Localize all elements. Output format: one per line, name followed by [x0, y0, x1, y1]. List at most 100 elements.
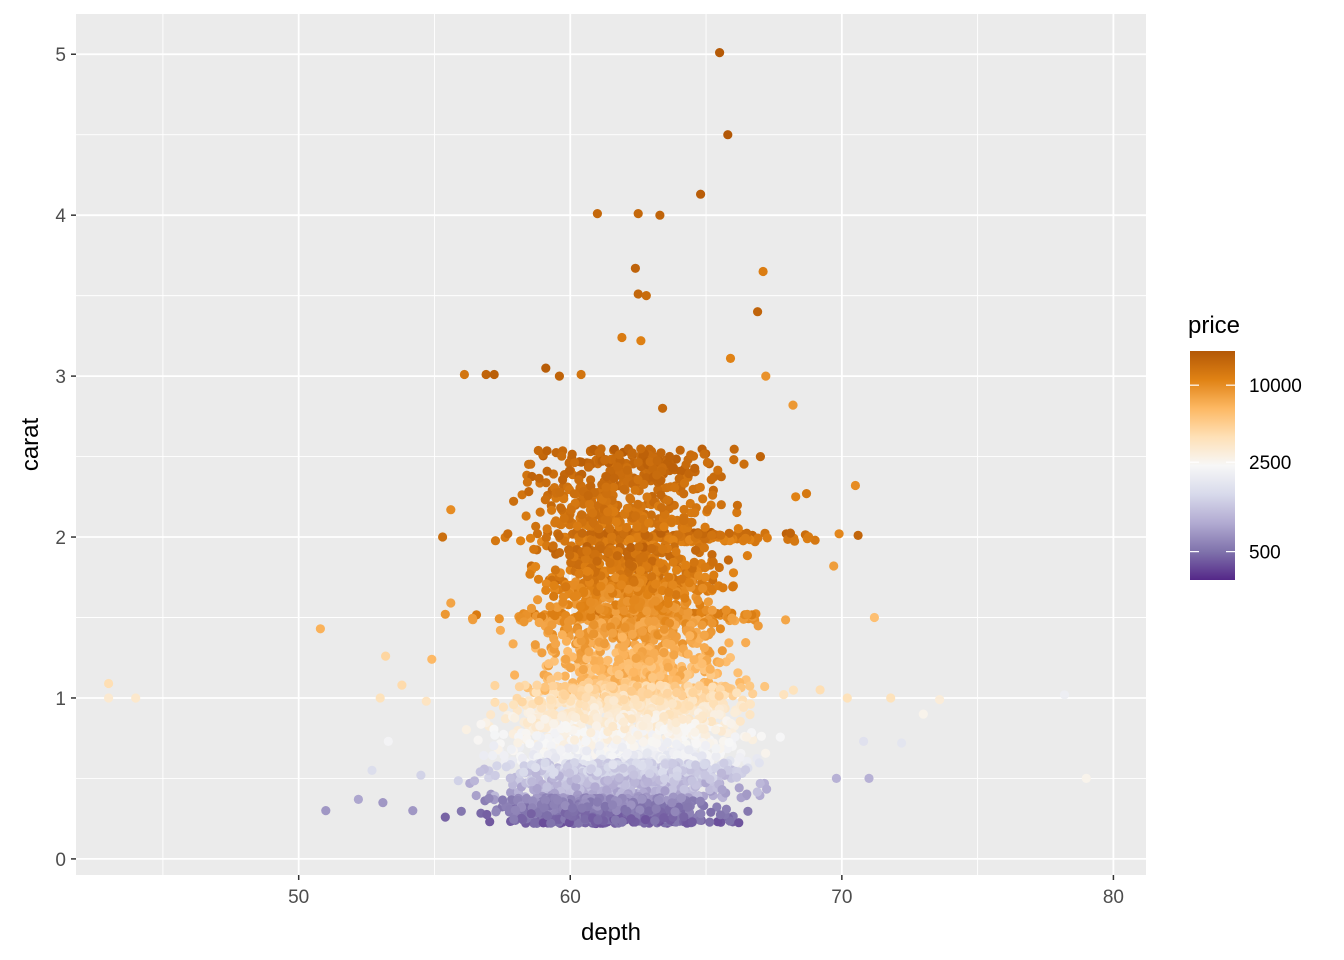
data-point	[630, 263, 641, 273]
data-point	[715, 658, 725, 668]
data-point	[576, 457, 586, 467]
data-point	[667, 798, 677, 808]
data-point	[534, 696, 544, 706]
data-point	[735, 716, 745, 726]
data-point	[696, 189, 706, 199]
data-point	[748, 689, 758, 699]
data-point	[735, 752, 745, 763]
data-point	[530, 817, 541, 827]
data-point	[582, 746, 592, 756]
data-point	[742, 789, 752, 799]
data-point	[652, 470, 662, 480]
data-point	[648, 672, 658, 683]
data-point	[440, 609, 450, 619]
data-point	[775, 732, 785, 742]
data-point	[655, 558, 665, 568]
data-point	[646, 510, 656, 520]
data-point	[577, 528, 587, 538]
data-point	[490, 680, 500, 691]
data-point	[581, 692, 591, 703]
data-point	[601, 482, 611, 492]
data-point	[689, 655, 699, 665]
data-point	[897, 738, 907, 748]
data-point	[669, 650, 679, 660]
data-point	[603, 547, 613, 558]
data-point	[667, 699, 678, 709]
data-point	[609, 473, 619, 483]
data-point	[590, 664, 601, 674]
data-point	[572, 521, 582, 531]
data-point	[622, 503, 633, 513]
data-point	[691, 760, 701, 770]
data-point	[416, 770, 426, 780]
data-point	[651, 804, 661, 814]
data-point	[801, 489, 812, 499]
y-tick-label: 2	[55, 528, 66, 549]
data-point	[499, 729, 509, 740]
data-point	[550, 753, 561, 763]
y-tick-label: 3	[55, 367, 66, 388]
data-point	[541, 363, 551, 373]
data-point	[589, 703, 599, 713]
data-point	[699, 760, 710, 770]
data-point	[688, 451, 699, 461]
data-point	[734, 818, 744, 828]
data-point	[734, 783, 744, 793]
data-point	[723, 130, 733, 140]
data-point	[563, 623, 573, 633]
data-point	[561, 636, 572, 646]
data-point	[563, 646, 573, 657]
data-point	[617, 632, 628, 642]
data-point	[1081, 773, 1091, 784]
data-point	[715, 810, 726, 820]
data-point	[708, 490, 718, 500]
data-point	[668, 580, 678, 590]
data-point	[535, 721, 545, 731]
data-point	[576, 510, 587, 520]
data-point	[658, 544, 668, 555]
data-point	[625, 535, 635, 545]
data-point	[696, 809, 706, 819]
data-point	[758, 266, 768, 277]
data-point	[490, 770, 500, 781]
data-point	[626, 494, 636, 504]
data-point	[659, 712, 669, 722]
data-point	[705, 664, 715, 674]
data-point	[732, 507, 742, 518]
data-point	[681, 560, 691, 570]
data-point	[533, 574, 544, 584]
data-point	[475, 767, 485, 777]
data-point	[461, 725, 471, 735]
data-point	[724, 638, 734, 648]
data-point	[651, 579, 661, 589]
data-point	[679, 812, 689, 822]
data-point	[596, 581, 606, 591]
data-point	[659, 813, 669, 823]
data-point	[695, 796, 705, 806]
data-point	[607, 681, 617, 691]
data-point	[918, 709, 928, 719]
data-point	[655, 210, 665, 220]
data-point	[635, 566, 646, 576]
data-point	[672, 565, 682, 575]
data-point	[706, 475, 716, 485]
data-point	[510, 713, 520, 723]
data-point	[739, 702, 749, 713]
data-point	[672, 771, 682, 781]
data-point	[557, 711, 567, 722]
data-point	[617, 332, 627, 343]
data-point	[690, 727, 700, 737]
data-point	[699, 449, 709, 459]
data-point	[679, 515, 689, 526]
data-point	[642, 492, 652, 502]
data-point	[514, 682, 525, 692]
data-point	[630, 485, 640, 495]
data-point	[622, 465, 633, 475]
data-point	[684, 701, 694, 711]
data-point	[779, 690, 789, 700]
data-point	[753, 307, 763, 317]
y-tick-label: 4	[55, 206, 66, 227]
data-point	[680, 593, 690, 603]
data-point	[627, 629, 638, 640]
data-point	[578, 586, 589, 597]
